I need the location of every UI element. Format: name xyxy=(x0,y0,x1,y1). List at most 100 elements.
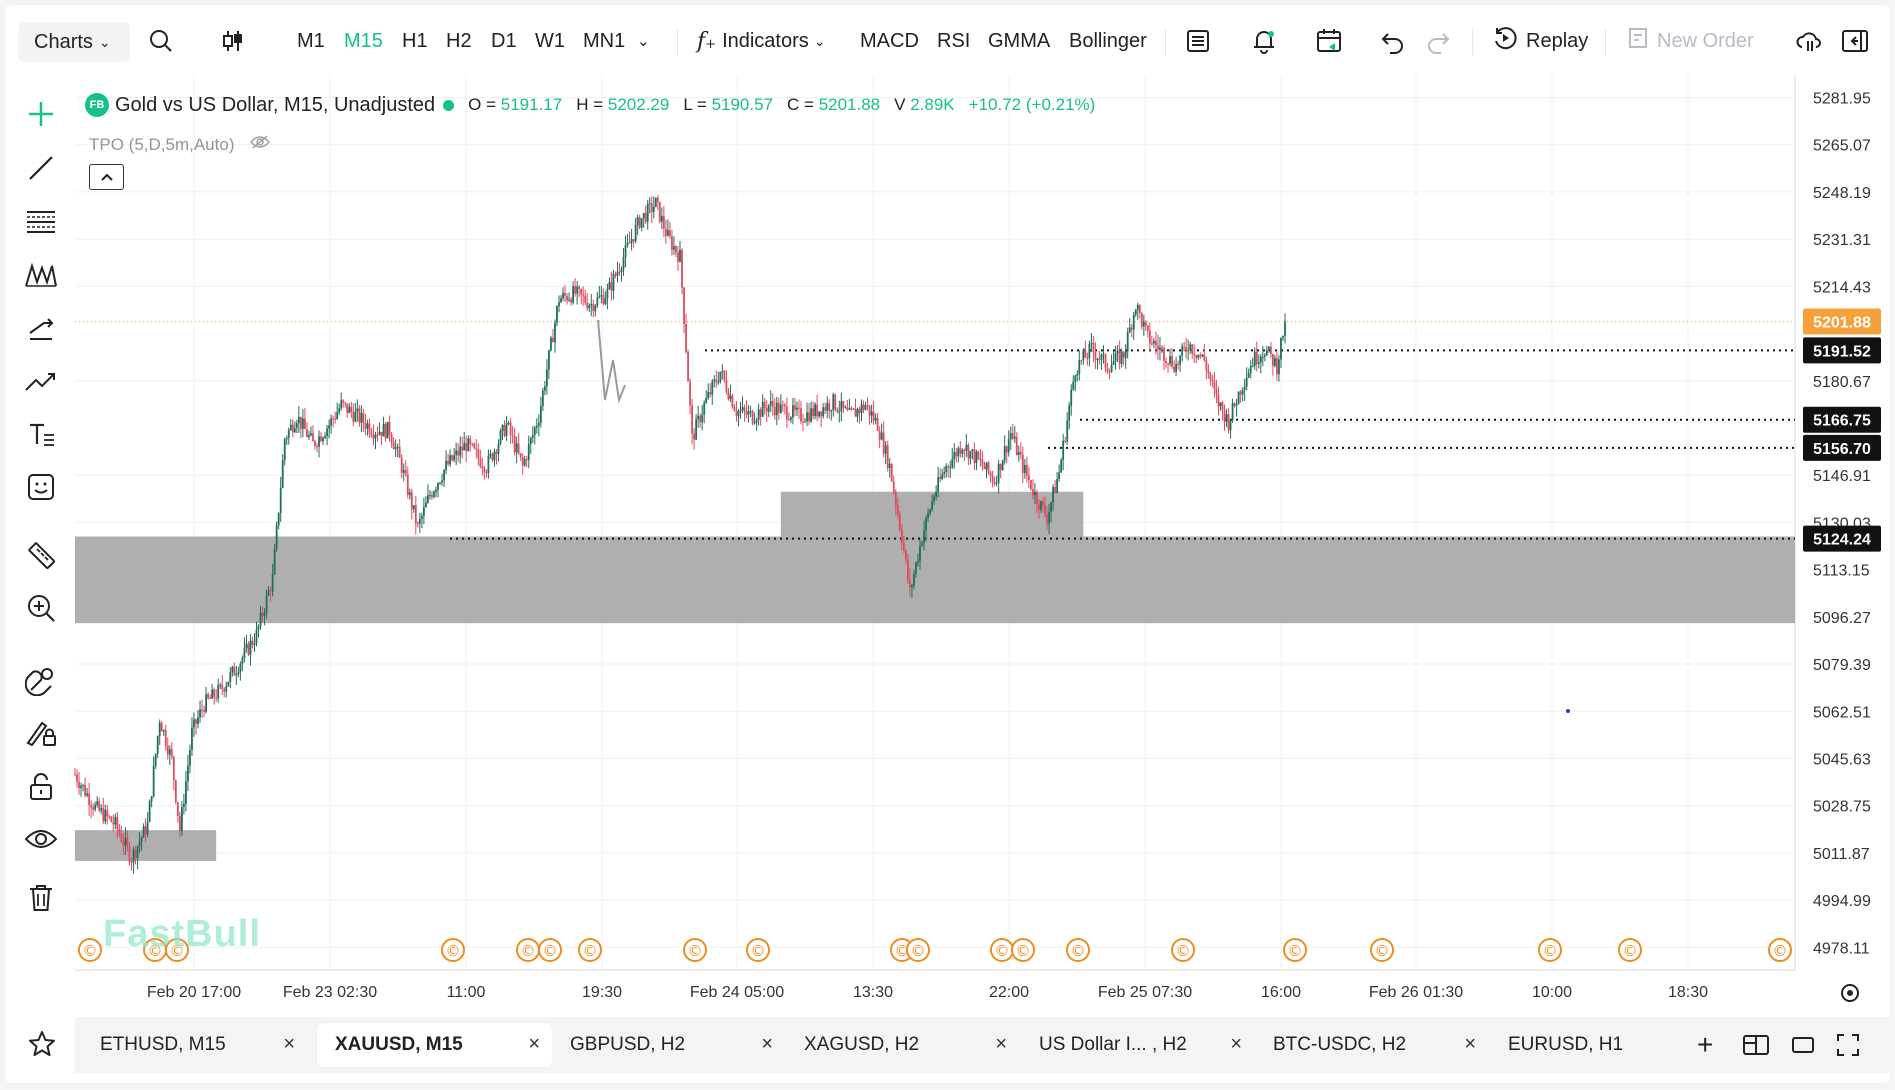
supply-demand-zone[interactable] xyxy=(75,536,1795,624)
single-layout-icon[interactable] xyxy=(1791,1034,1815,1061)
tab-ethusd[interactable]: ETHUSD, M15 × xyxy=(82,1023,307,1067)
candle-body xyxy=(445,460,447,470)
economic-event-icon[interactable] xyxy=(538,938,562,962)
event-icon-glyph: © xyxy=(1016,942,1031,960)
search-icon[interactable] xyxy=(148,25,174,57)
ruler-icon[interactable] xyxy=(23,537,59,573)
close-tab-icon[interactable]: × xyxy=(1464,1033,1476,1055)
candle-body xyxy=(550,337,552,351)
redo-icon[interactable] xyxy=(1425,25,1451,57)
economic-event-icon[interactable] xyxy=(746,938,770,962)
undo-icon[interactable] xyxy=(1380,25,1406,57)
economic-event-icon[interactable] xyxy=(1011,938,1035,962)
candle-body xyxy=(999,463,1002,471)
timeframe-m15[interactable]: M15 xyxy=(344,29,383,52)
timeframe-mn1[interactable]: MN1 xyxy=(583,29,626,52)
candlestick-type-icon[interactable] xyxy=(220,25,246,57)
split-layout-icon[interactable] xyxy=(1742,1033,1770,1062)
close-tab-icon[interactable]: × xyxy=(761,1033,773,1055)
candle-body xyxy=(909,579,911,588)
candle-body xyxy=(1179,355,1182,365)
economic-event-icon[interactable] xyxy=(1538,938,1562,962)
close-tab-icon[interactable]: × xyxy=(528,1033,540,1055)
pattern-drawing[interactable] xyxy=(597,319,626,404)
tab-us-dollar-index[interactable]: US Dollar I... , H2 × xyxy=(1021,1023,1254,1067)
tab-xauusd[interactable]: XAUUSD, M15 × xyxy=(317,1023,552,1067)
pattern-icon[interactable] xyxy=(23,257,59,293)
indicator-macd[interactable]: MACD xyxy=(860,29,919,52)
tab-gbpusd[interactable]: GBPUSD, H2 × xyxy=(552,1023,785,1067)
more-timeframes-chevron-icon[interactable]: ⌄ xyxy=(637,33,650,50)
exit-fullscreen-icon[interactable] xyxy=(1841,25,1869,57)
tab-btc-usdc[interactable]: BTC-USDC, H2 × xyxy=(1255,1023,1488,1067)
economic-event-icon[interactable] xyxy=(441,938,465,962)
indicator-rsi[interactable]: RSI xyxy=(937,29,971,52)
replay-button[interactable]: Replay xyxy=(1492,25,1588,57)
alert-bell-icon[interactable] xyxy=(1250,25,1278,57)
economic-event-icon[interactable] xyxy=(1618,938,1642,962)
economic-event-icon[interactable] xyxy=(1066,938,1090,962)
timeframe-h1[interactable]: H1 xyxy=(402,29,428,52)
favorites-star-icon[interactable] xyxy=(27,1029,57,1064)
eye-hidden-icon[interactable] xyxy=(250,134,271,155)
candle-body xyxy=(291,424,294,433)
timeframe-w1[interactable]: W1 xyxy=(535,29,565,52)
crosshair-icon[interactable] xyxy=(23,96,59,132)
trend-line-icon[interactable] xyxy=(23,150,59,186)
unlock-icon[interactable] xyxy=(23,768,59,804)
candle-body xyxy=(225,686,228,692)
cloud-sync-icon[interactable] xyxy=(1795,25,1823,57)
charts-menu-button[interactable]: Charts ⌄ xyxy=(18,22,130,62)
magnet-icon[interactable] xyxy=(23,662,59,698)
eye-visibility-icon[interactable] xyxy=(23,821,59,857)
economic-event-icon[interactable] xyxy=(78,938,102,962)
projection-icon[interactable] xyxy=(23,310,59,346)
text-tool-icon[interactable] xyxy=(23,416,59,452)
emoji-sticker-icon[interactable] xyxy=(23,469,59,505)
economic-event-icon[interactable] xyxy=(1370,938,1394,962)
marker-dot[interactable] xyxy=(1566,709,1570,713)
economic-event-icon[interactable] xyxy=(578,938,602,962)
calendar-icon[interactable] xyxy=(1315,25,1343,57)
candle-body xyxy=(523,459,526,466)
economic-event-icon[interactable] xyxy=(1171,938,1195,962)
candle-body xyxy=(150,796,153,802)
indicator-gmma[interactable]: GMMA xyxy=(988,29,1051,52)
candle-body xyxy=(146,821,149,835)
new-order-button[interactable]: New Order xyxy=(1627,25,1754,57)
indicator-bollinger[interactable]: Bollinger xyxy=(1069,29,1147,52)
new-order-label: New Order xyxy=(1657,29,1754,52)
template-icon[interactable] xyxy=(1185,25,1211,57)
tab-eurusd[interactable]: EURUSD, H1 xyxy=(1508,1034,1624,1055)
candle-body xyxy=(265,595,268,613)
zoom-in-icon[interactable] xyxy=(23,590,59,626)
close-tab-icon[interactable]: × xyxy=(283,1033,295,1055)
candle-body xyxy=(322,437,324,442)
economic-event-icon[interactable] xyxy=(906,938,930,962)
collapse-legend-button[interactable] xyxy=(89,164,124,190)
candle-body xyxy=(814,404,817,417)
trash-icon[interactable] xyxy=(23,880,59,916)
timeframe-m1[interactable]: M1 xyxy=(297,29,325,52)
economic-event-icon[interactable] xyxy=(1283,938,1307,962)
indicators-button[interactable]: f+ Indicators ⌄ xyxy=(697,25,826,57)
lock-drawing-icon[interactable] xyxy=(23,715,59,751)
economic-event-icon[interactable] xyxy=(683,938,707,962)
price-axis[interactable] xyxy=(1795,75,1890,970)
timeframe-h2[interactable]: H2 xyxy=(446,29,472,52)
horizontal-lines-icon[interactable] xyxy=(23,203,59,239)
candle-body xyxy=(1201,354,1204,357)
price-chart[interactable]: Feb 20 17:00 Feb 23 02:30 11:00 19:30 Feb 24… xyxy=(5,5,1890,1015)
fullscreen-icon[interactable] xyxy=(1835,1032,1861,1063)
close-tab-icon[interactable]: × xyxy=(995,1033,1007,1055)
economic-event-icon[interactable] xyxy=(1768,938,1792,962)
settings-gear-icon[interactable] xyxy=(1841,984,1859,1002)
timeframe-d1[interactable]: D1 xyxy=(491,29,517,52)
tab-xagusd[interactable]: XAGUSD, H2 × xyxy=(786,1023,1019,1067)
close-tab-icon[interactable]: × xyxy=(1230,1033,1242,1055)
candle-body xyxy=(775,402,778,416)
economic-event-icon[interactable] xyxy=(165,938,189,962)
forecast-line-icon[interactable] xyxy=(23,363,59,399)
candle-body xyxy=(685,324,687,353)
add-tab-icon[interactable]: + xyxy=(1697,1029,1714,1060)
